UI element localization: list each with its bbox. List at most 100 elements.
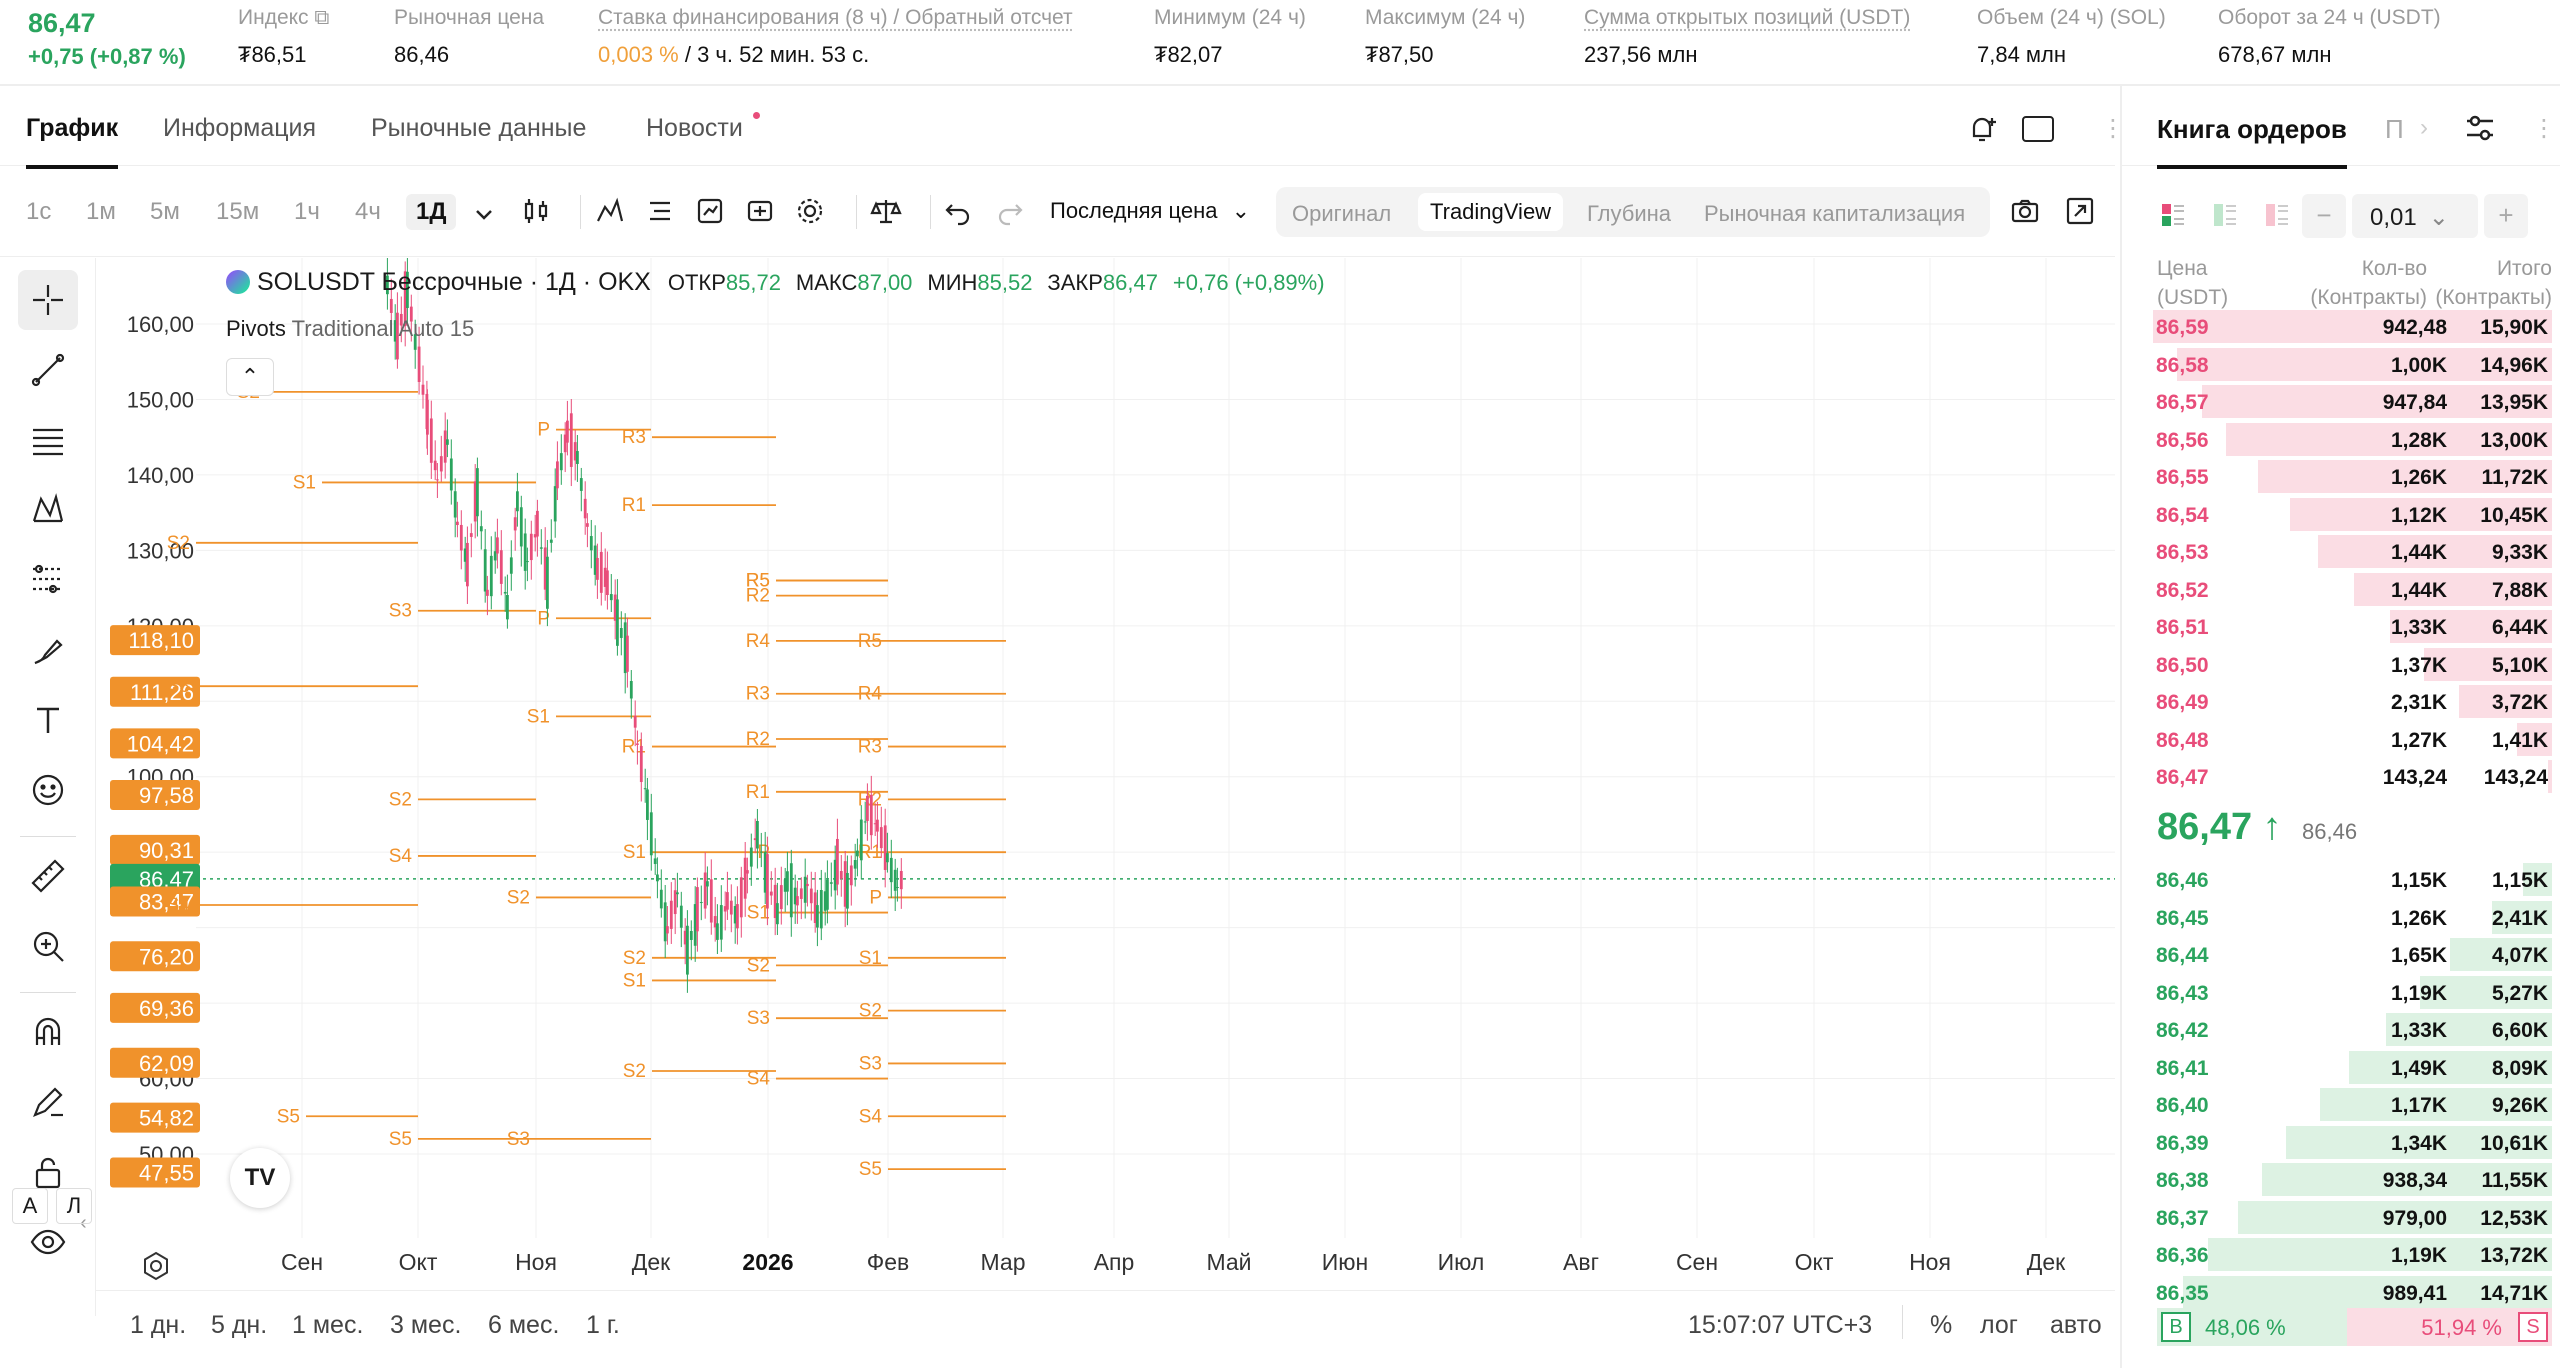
replay-icon[interactable]	[694, 195, 726, 227]
view-bids-icon[interactable]	[2212, 202, 2238, 228]
ask-row[interactable]: 86,55 1,26K 11,72K	[2138, 460, 2552, 497]
tab-info[interactable]: Информация	[163, 114, 317, 142]
redo-icon[interactable]	[994, 195, 1026, 227]
bid-row[interactable]: 86,39 1,34K 10,61K	[2138, 1125, 2552, 1163]
log-toggle[interactable]: лог	[1980, 1311, 2018, 1339]
ask-row[interactable]: 86,47 143,24 143,24	[2138, 760, 2552, 797]
tf-5m[interactable]: 5м	[150, 198, 180, 225]
trend-line-icon[interactable]	[18, 340, 78, 400]
ask-row[interactable]: 86,53 1,44K 9,33K	[2138, 535, 2552, 572]
fullscreen-icon[interactable]	[2064, 195, 2096, 227]
camera-icon[interactable]	[2009, 195, 2041, 227]
bid-row[interactable]: 86,37 979,00 12,53K	[2138, 1200, 2552, 1238]
view-asks-icon[interactable]	[2264, 202, 2290, 228]
bid-row[interactable]: 86,45 1,26K 2,41K	[2138, 900, 2552, 938]
ask-row[interactable]: 86,49 2,31K 3,72K	[2138, 685, 2552, 722]
ask-row[interactable]: 86,50 1,37K 5,10K	[2138, 647, 2552, 685]
price-source-select[interactable]: Последняя цена ⌄	[1050, 198, 1250, 224]
bid-row[interactable]: 86,46 1,15K 1,15K	[2138, 863, 2552, 900]
bid-row[interactable]: 86,38 938,34 11,55K	[2138, 1163, 2552, 1200]
ask-row[interactable]: 86,59 942,48 15,90K	[2138, 310, 2552, 347]
range-1y[interactable]: 1 г.	[586, 1311, 620, 1339]
magnet-icon[interactable]	[18, 1002, 78, 1062]
tf-1h[interactable]: 1ч	[294, 198, 320, 225]
ask-row[interactable]: 86,52 1,44K 7,88K	[2138, 572, 2552, 610]
bid-row[interactable]: 86,36 1,19K 13,72K	[2138, 1238, 2552, 1275]
range-1m[interactable]: 1 мес.	[292, 1311, 364, 1339]
auto-toggle[interactable]: авто	[2050, 1311, 2102, 1339]
view-market-cap[interactable]: Рыночная капитализация	[1704, 201, 1966, 226]
tab-order-book[interactable]: Книга ордеров	[2157, 114, 2347, 169]
range-3m[interactable]: 3 мес.	[390, 1311, 462, 1339]
range-5d[interactable]: 5 дн.	[211, 1311, 268, 1339]
compare-icon[interactable]	[744, 195, 776, 227]
tf-15m[interactable]: 15м	[216, 198, 260, 225]
auto-button[interactable]: А	[12, 1188, 48, 1224]
tradingview-logo-icon[interactable]: TV	[230, 1148, 290, 1208]
undo-icon[interactable]	[942, 195, 974, 227]
settings-icon[interactable]	[794, 195, 826, 227]
stat-funding[interactable]: Ставка финансирования (8 ч) / Обратный о…	[598, 6, 1073, 68]
sliders-icon[interactable]	[2462, 110, 2498, 146]
emoji-icon[interactable]	[18, 760, 78, 820]
stat-label[interactable]: Ставка финансирования (8 ч) / Обратный о…	[598, 6, 1073, 29]
chevron-down-icon[interactable]	[468, 199, 500, 231]
indicators-icon[interactable]	[594, 195, 626, 227]
forecast-icon[interactable]	[18, 550, 78, 610]
ruler-icon[interactable]	[18, 846, 78, 906]
list-icon[interactable]	[644, 195, 676, 227]
stat-label[interactable]: Сумма открытых позиций (USDT)	[1584, 6, 1911, 29]
chart-settings-icon[interactable]	[140, 1250, 172, 1282]
ask-row[interactable]: 86,58 1,00K 14,96K	[2138, 347, 2552, 385]
tick-size-select[interactable]: 0,01 ⌄	[2352, 194, 2478, 238]
unlock-icon[interactable]	[18, 1142, 78, 1202]
tf-1m[interactable]: 1м	[86, 198, 116, 225]
range-1d[interactable]: 1 дн.	[130, 1311, 187, 1339]
indicator-legend[interactable]: Pivots Traditional Auto 15	[226, 316, 474, 342]
drag-handle-icon[interactable]: ⋮	[2532, 115, 2556, 142]
balance-icon[interactable]	[870, 195, 902, 227]
bid-row[interactable]: 86,43 1,19K 5,27K	[2138, 975, 2552, 1013]
bid-row[interactable]: 86,44 1,65K 4,07K	[2138, 938, 2552, 975]
view-tradingview[interactable]: TradingView	[1418, 193, 1564, 231]
bid-row[interactable]: 86,41 1,49K 8,09K	[2138, 1050, 2552, 1088]
view-original[interactable]: Оригинал	[1292, 201, 1392, 226]
alert-add-icon[interactable]	[1965, 112, 1999, 146]
ask-row[interactable]: 86,54 1,12K 10,45K	[2138, 497, 2552, 535]
tick-increase-button[interactable]: +	[2484, 194, 2528, 238]
chevron-right-icon[interactable]: ›	[2420, 114, 2428, 141]
price-chart[interactable]: 160,00150,00140,00130,00120,00100,0090,0…	[12, 258, 2115, 1282]
bid-row[interactable]: 86,35 989,41 14,71K	[2138, 1275, 2552, 1313]
stat-open-interest[interactable]: Сумма открытых позиций (USDT) 237,56 млн	[1584, 6, 1910, 68]
chart-canvas[interactable]: 160,00150,00140,00130,00120,00100,0090,0…	[96, 258, 2115, 1280]
pattern-icon[interactable]	[18, 480, 78, 540]
view-depth[interactable]: Глубина	[1587, 201, 1672, 226]
ask-row[interactable]: 86,56 1,28K 13,00K	[2138, 422, 2552, 460]
tf-1s[interactable]: 1с	[26, 198, 52, 225]
collapse-legend-button[interactable]: ⌃	[226, 358, 274, 396]
tab-market-data[interactable]: Рыночные данные	[371, 114, 587, 142]
clock[interactable]: 15:07:07 UTC+3	[1688, 1311, 1873, 1339]
stat-index[interactable]: Индекс ⧉ ₮86,51	[238, 6, 329, 68]
external-link-icon[interactable]: ⧉	[314, 6, 330, 29]
view-both-icon[interactable]	[2160, 202, 2186, 228]
lock-drawing-icon[interactable]	[18, 1072, 78, 1132]
ask-row[interactable]: 86,57 947,84 13,95K	[2138, 385, 2552, 422]
tab-chart[interactable]: График	[26, 114, 119, 169]
log-button[interactable]: Л	[56, 1188, 92, 1224]
bid-row[interactable]: 86,40 1,17K 9,26K	[2138, 1088, 2552, 1125]
eye-icon[interactable]	[18, 1212, 78, 1272]
text-icon[interactable]	[18, 690, 78, 750]
layout-icon[interactable]	[2022, 116, 2054, 142]
ask-row[interactable]: 86,48 1,27K 1,41K	[2138, 722, 2552, 760]
bid-row[interactable]: 86,42 1,33K 6,60K	[2138, 1013, 2552, 1050]
tab-next[interactable]: П	[2385, 114, 2404, 144]
tf-1d[interactable]: 1Д	[406, 194, 457, 230]
tick-decrease-button[interactable]: −	[2302, 194, 2346, 238]
legend-symbol[interactable]: SOLUSDT Бессрочные · 1Д · OKX	[256, 268, 651, 296]
ask-row[interactable]: 86,51 1,33K 6,44K	[2138, 610, 2552, 647]
zoom-in-icon[interactable]	[18, 916, 78, 976]
tf-4h[interactable]: 4ч	[355, 198, 381, 225]
fib-icon[interactable]	[18, 410, 78, 470]
tab-news[interactable]: Новости	[646, 114, 743, 142]
